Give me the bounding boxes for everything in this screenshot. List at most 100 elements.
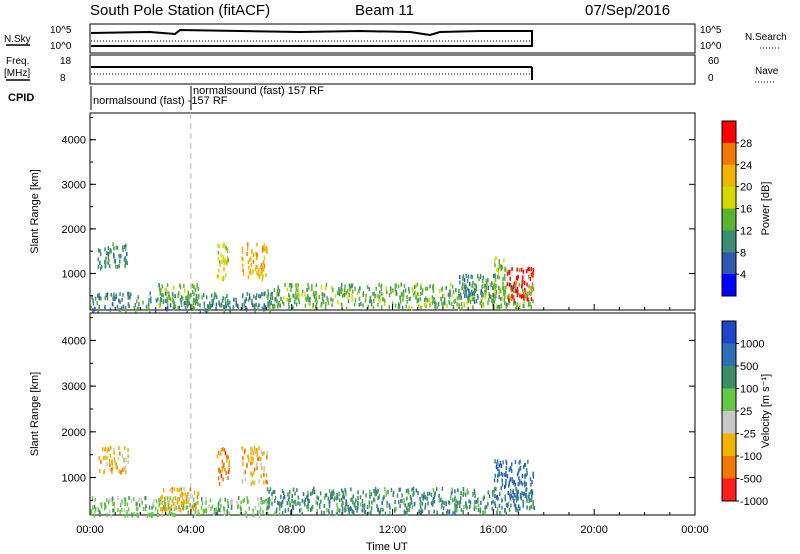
echo-cell xyxy=(173,487,175,492)
echo-cell xyxy=(168,296,170,300)
echo-cell xyxy=(225,304,227,309)
echo-cell xyxy=(99,252,102,257)
echo-cell xyxy=(166,290,169,295)
echo-cell xyxy=(516,472,519,477)
echo-cell xyxy=(252,451,255,456)
echo-cell xyxy=(486,281,488,286)
echo-cell xyxy=(193,490,196,495)
echo-cell xyxy=(312,305,314,310)
echo-cell xyxy=(188,497,190,501)
echo-cell xyxy=(325,493,328,498)
echo-cell xyxy=(360,502,362,507)
echo-cell xyxy=(514,286,517,291)
echo-cell xyxy=(394,291,397,296)
echo-cell xyxy=(452,498,454,503)
echo-cell xyxy=(516,293,519,298)
echo-cell xyxy=(91,496,94,501)
echo-cell xyxy=(116,304,119,309)
echo-cell xyxy=(99,266,102,271)
echo-cell xyxy=(487,301,489,306)
echo-cell xyxy=(261,262,263,267)
echo-cell xyxy=(180,300,182,305)
echo-cell xyxy=(526,297,529,302)
echo-cell xyxy=(328,511,330,516)
echo-cell xyxy=(221,466,223,470)
echo-cell xyxy=(122,304,125,309)
echo-cell xyxy=(466,286,468,291)
echo-cell xyxy=(248,457,250,462)
echo-cell xyxy=(504,276,506,281)
echo-cell xyxy=(345,499,347,504)
echo-cell xyxy=(425,302,427,307)
echo-cell xyxy=(451,487,453,492)
echo-cell xyxy=(475,299,478,304)
echo-cell xyxy=(158,497,160,502)
echo-cell xyxy=(349,498,352,503)
echo-cell xyxy=(115,293,118,298)
echo-cell xyxy=(193,506,195,511)
echo-cell xyxy=(408,287,410,292)
echo-cell xyxy=(113,508,115,512)
echo-cell xyxy=(522,499,524,504)
echo-cell xyxy=(362,291,365,296)
echo-cell xyxy=(330,297,332,302)
echo-cell xyxy=(172,298,174,303)
echo-cell xyxy=(532,505,534,510)
echo-cell xyxy=(530,291,532,296)
echo-cell xyxy=(135,308,137,313)
echo-cell xyxy=(284,508,287,513)
echo-cell xyxy=(108,447,110,452)
echo-cell xyxy=(163,488,165,493)
echo-cell xyxy=(105,447,107,452)
echo-cell xyxy=(520,267,523,272)
echo-cell xyxy=(392,288,394,293)
echo-cell xyxy=(410,495,412,500)
echo-cell xyxy=(530,297,533,302)
echo-cell xyxy=(140,497,142,502)
echo-cell xyxy=(150,296,152,301)
echo-cell xyxy=(261,248,264,253)
echo-cell xyxy=(217,476,220,481)
echo-cell xyxy=(425,296,427,301)
echo-cell xyxy=(256,270,258,275)
echo-cell xyxy=(498,295,500,299)
echo-cell xyxy=(120,254,122,259)
echo-cell xyxy=(464,492,467,497)
echo-cell xyxy=(361,499,364,503)
echo-cell xyxy=(295,283,297,288)
echo-cell xyxy=(529,490,532,495)
echo-cell xyxy=(199,303,201,308)
echo-cell xyxy=(123,497,126,502)
echo-cell xyxy=(522,294,525,299)
echo-cell xyxy=(515,495,517,500)
echo-cell xyxy=(468,293,470,298)
echo-cell xyxy=(298,300,300,305)
time-tick-label: 00:00 xyxy=(76,524,104,536)
echo-cell xyxy=(524,473,526,478)
echo-cell xyxy=(236,505,239,510)
colorbar-tick-label: 25 xyxy=(740,406,752,418)
echo-cell xyxy=(469,500,472,505)
echo-cell xyxy=(127,460,129,465)
echo-cell xyxy=(482,304,484,309)
echo-cell xyxy=(185,499,188,504)
echo-cell xyxy=(515,280,517,285)
echo-cell xyxy=(484,283,486,288)
echo-cell xyxy=(283,494,286,499)
echo-cell xyxy=(446,303,448,308)
echo-cell xyxy=(370,510,372,515)
echo-cell xyxy=(373,489,375,494)
echo-cell xyxy=(198,509,200,514)
echo-cell xyxy=(252,480,254,485)
echo-cell xyxy=(248,270,251,275)
echo-cell xyxy=(420,305,422,310)
echo-cell xyxy=(472,493,474,498)
echo-cell xyxy=(484,509,486,514)
echo-cell xyxy=(460,496,462,501)
echo-cell xyxy=(263,480,265,485)
echo-cell xyxy=(457,306,460,311)
echo-cell xyxy=(242,461,244,466)
echo-cell xyxy=(411,500,413,505)
echo-cell xyxy=(171,487,173,492)
echo-cell xyxy=(169,303,172,308)
